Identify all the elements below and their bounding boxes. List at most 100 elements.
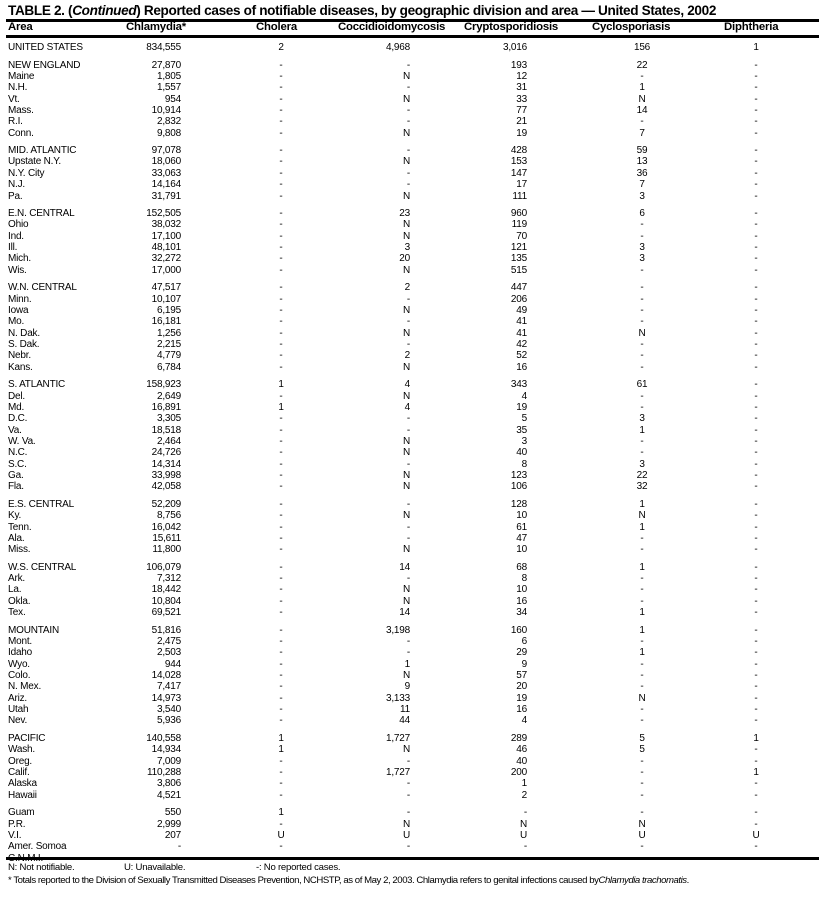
cell-coccidioidomycosis: N [402,584,410,596]
cell-coccidioidomycosis: - [406,293,410,305]
cell-cyclosporiasis: 1 [639,498,645,510]
cell-coccidioidomycosis: - [406,841,410,853]
row-group: MOUNTAIN 51,816-3,198 160 1- Mont. 2,475- -6- -… [0,625,827,727]
table-title: TABLE 2. (Continued) Reported cases of n… [8,3,716,18]
cell-coccidioidomycosis: - [406,424,410,436]
cell-diphtheria: - [754,316,758,328]
cell-area: D.C. [8,413,28,425]
cell-cholera: - [279,789,283,801]
cell-cryptosporidiosis: 1 [521,778,528,790]
cell-diphtheria: - [754,704,758,716]
cell-chlamydia: 27,870 [151,59,182,71]
cell-cryptosporidiosis: 193 [510,59,527,71]
table-row: Guam 550 1 - - - - [0,807,827,818]
cell-area: N.H. [8,82,28,94]
cell-area: Nebr. [8,350,31,362]
cell-diphtheria: - [754,744,758,756]
cell-cyclosporiasis: - [640,293,644,305]
cell-coccidioidomycosis: 11 [400,704,410,716]
cell-diphtheria: 1 [753,766,759,778]
cell-diphtheria: - [754,264,758,276]
cell-cholera: - [279,167,283,179]
cell-chlamydia: 954 [164,93,181,105]
cell-cyclosporiasis: N [638,327,646,339]
cell-coccidioidomycosis: 44 [399,715,410,727]
cell-area: Hawaii [8,789,37,801]
cell-area: Tex. [8,607,26,619]
cell-cyclosporiasis: 36 [636,167,648,179]
cell-cyclosporiasis: 3 [639,413,645,425]
cell-coccidioidomycosis: 4 [404,379,411,391]
cell-coccidioidomycosis: N [402,670,410,682]
cell-cryptosporidiosis: 40 [516,755,527,767]
cell-area: Calif. [8,766,30,778]
cell-area: Tenn. [8,521,32,533]
cell-cholera: 1 [278,401,284,413]
cell-cyclosporiasis: 1 [639,607,645,619]
cell-area: Minn. [8,293,32,305]
cell-cholera: - [279,390,283,402]
row-group: E.S. CENTRAL 52,209- -128 1- Ky. 8,756- N 10 N - T… [0,499,827,556]
cell-cyclosporiasis: 1 [639,521,645,533]
cell-chlamydia: 14,934 [151,744,182,756]
header-cyclosporiasis: Cyclosporiasis [592,21,671,33]
cell-cyclosporiasis: 14 [636,104,648,116]
cell-cholera: - [279,424,283,436]
footnote-italic: Chlamydia trachomatis [598,875,688,886]
cell-coccidioidomycosis: N [402,156,410,168]
cell-cyclosporiasis: - [640,778,644,790]
cell-cryptosporidiosis: 8 [521,573,528,585]
cell-area: Conn. [8,127,34,139]
cell-area: MID. ATLANTIC [8,145,77,157]
cell-cyclosporiasis: 32 [636,481,648,493]
cell-cholera: - [279,573,283,585]
cell-chlamydia: 18,518 [151,424,182,436]
cell-coccidioidomycosis: - [406,789,410,801]
cell-chlamydia: 33,998 [151,469,182,481]
cell-area: Ark. [8,573,25,585]
cell-area: PACIFIC [8,732,46,744]
cell-coccidioidomycosis: - [406,636,410,647]
cell-diphtheria: - [754,435,758,447]
cell-area: Mass. [8,104,34,116]
cell-cryptosporidiosis: 19 [516,127,527,139]
cell-area: UNITED STATES [8,42,83,53]
cell-diphtheria: - [754,401,758,413]
cell-diphtheria: - [754,361,758,373]
cell-area: Wis. [8,264,27,276]
cell-cyclosporiasis: - [640,755,644,767]
table-row: Utah 3,540 - 11 16 - - [0,704,827,715]
cell-chlamydia: 207 [164,829,181,841]
cell-cyclosporiasis: N [638,818,646,830]
cell-cholera: 1 [278,379,284,391]
cell-cyclosporiasis: 3 [639,253,645,265]
cell-diphtheria: - [754,127,758,139]
table-row: D.C. 3,305 - - 5 3 - [0,413,827,424]
cell-coccidioidomycosis: - [406,104,410,116]
header-diphtheria: Diphtheria [724,21,779,33]
cell-cryptosporidiosis: 428 [510,145,527,157]
cell-diphtheria: - [754,521,758,533]
cell-cyclosporiasis: - [640,807,644,819]
cell-chlamydia: 97,078 [151,145,182,157]
table-row: Md. 16,891 1 4 19 - - [0,402,827,413]
cell-cryptosporidiosis: 135 [510,253,527,265]
cell-chlamydia: 33,063 [151,167,182,179]
cell-chlamydia: 140,558 [146,732,181,744]
cell-cyclosporiasis: - [640,704,644,716]
cell-cryptosporidiosis: 111 [512,190,527,202]
row-group: S. ATLANTIC 158,923 1 4 343 61- Del. 2,649- N 4- -… [0,379,827,492]
cell-cholera: - [279,658,283,670]
cell-cryptosporidiosis: 147 [510,167,527,179]
table-row: E.S. CENTRAL 52,209 - - 128 1 - [0,499,827,510]
cell-chlamydia: - [177,841,181,853]
cell-diphtheria: - [754,82,758,94]
cell-coccidioidomycosis: 3,133 [385,692,410,704]
row-group: UNITED STATES 834,555 2 4,968 3,016 156 1 [0,42,827,53]
cell-cryptosporidiosis: 515 [510,264,527,276]
cell-area: Ala. [8,532,25,544]
cell-area: Utah [8,704,29,716]
cell-cryptosporidiosis: 10 [516,544,527,556]
table-row: Mich. 32,272 - 20 135 3 - [0,253,827,264]
cell-cholera: - [279,413,283,425]
